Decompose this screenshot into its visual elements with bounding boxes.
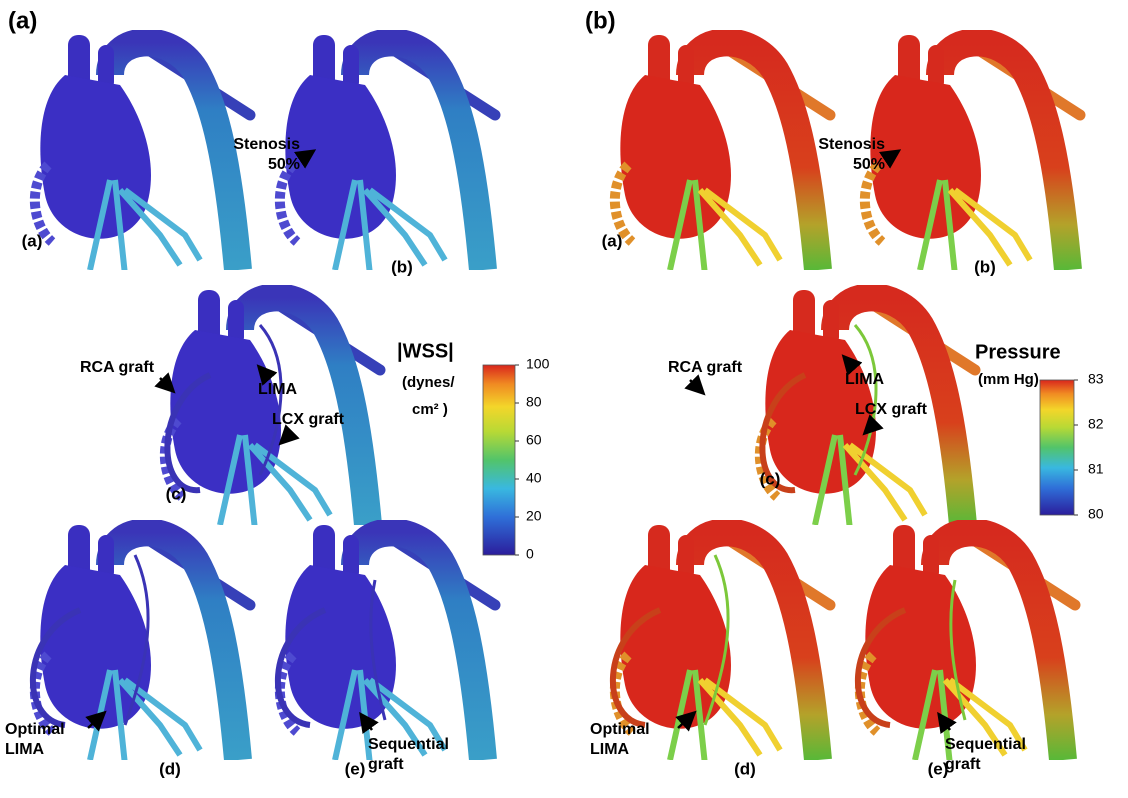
vessel-render: [280, 35, 495, 275]
render: [280, 35, 495, 275]
figure-panel: (b) (a) (b) (c) (d) (e) Stenosis 50% RCA graft LI…: [585, 7, 1104, 778]
render: [35, 35, 250, 275]
annotation: LIMA: [258, 381, 298, 398]
subpanel-label: (a): [22, 231, 43, 250]
subpanel-label: (c): [760, 469, 781, 488]
graft: [949, 579, 967, 721]
subpanel-label: (d): [159, 759, 181, 778]
panel-label: (b): [585, 7, 616, 34]
render: [278, 525, 495, 765]
subpanel-label: (d): [734, 759, 756, 778]
render: [760, 290, 975, 530]
render: [615, 35, 830, 275]
annotation: Optimal: [5, 721, 65, 738]
annotation: Sequential: [368, 736, 449, 753]
annotation: LCX graft: [855, 401, 928, 418]
panel-label: (a): [8, 7, 37, 34]
subpanel-label: (a): [602, 231, 623, 250]
annotation: 50%: [268, 156, 300, 173]
annotation: LIMA: [5, 741, 45, 758]
annotation: RCA graft: [80, 359, 155, 376]
annotation-arrow: [256, 364, 278, 386]
colorbar-unit: (mm Hg): [978, 371, 1039, 388]
subpanel-label: (c): [166, 484, 187, 503]
subpanel-label: (e): [345, 759, 366, 778]
annotation-arrow: [85, 710, 107, 732]
render: [165, 290, 380, 530]
annotation: Stenosis: [818, 136, 885, 153]
render: [858, 525, 1075, 765]
annotation: LIMA: [590, 741, 630, 758]
annotation-arrow: [878, 149, 902, 169]
annotation-arrow: [293, 149, 317, 169]
annotation: graft: [368, 756, 404, 773]
colorbar-tick-label: 82: [1088, 416, 1104, 432]
annotation-arrow: [862, 414, 884, 436]
vessel-render: [35, 525, 250, 765]
graft: [275, 607, 327, 728]
colorbar-tick-label: 100: [526, 356, 550, 372]
graft: [855, 607, 907, 728]
annotation-arrow: [937, 711, 957, 735]
graft: [369, 579, 387, 721]
annotation: graft: [945, 756, 981, 773]
render: [865, 35, 1080, 275]
figure-panel: (a) (a) (b) (c) (d) (e) Stenosis 50% RCA graft LI…: [5, 7, 550, 778]
colorbar: [1039, 379, 1075, 516]
graft: [610, 607, 662, 728]
colorbar-tick-label: 60: [526, 432, 542, 448]
figure-content: (a) (a) (b) (c) (d) (e) Stenosis 50% RCA graft LI…: [5, 7, 1104, 778]
subpanel-label: (b): [974, 257, 996, 276]
colorbar-title: |WSS|: [397, 340, 454, 362]
annotation: Stenosis: [233, 136, 300, 153]
render: [33, 525, 250, 765]
colorbar: [482, 364, 516, 556]
colorbar-title: Pressure: [975, 341, 1061, 363]
colorbar-tick-label: 40: [526, 470, 542, 486]
graft: [30, 607, 82, 728]
annotation-arrow: [675, 710, 697, 732]
subpanel-label: (b): [391, 257, 413, 276]
annotation: LIMA: [845, 371, 885, 388]
annotation: Optimal: [590, 721, 650, 738]
graft: [258, 324, 283, 476]
annotation: 50%: [853, 156, 885, 173]
vessel-render: [615, 35, 830, 275]
colorbar-unit: cm² ): [412, 401, 448, 418]
graft: [164, 372, 212, 494]
annotation-arrow: [359, 711, 379, 735]
vessel-render: [35, 35, 250, 275]
colorbar-tick-label: 0: [526, 546, 534, 562]
annotation-arrow: [841, 354, 863, 376]
graft: [759, 372, 807, 494]
annotation-arrow: [154, 372, 176, 394]
colorbar-tick-label: 81: [1088, 461, 1104, 477]
vessel-render: [280, 525, 495, 765]
vessel-render: [860, 525, 1075, 765]
colorbar-tick-label: 83: [1088, 371, 1104, 387]
annotation: RCA graft: [668, 359, 743, 376]
colorbar-tick-label: 80: [526, 394, 542, 410]
annotation: LCX graft: [272, 411, 345, 428]
annotation-arrow: [278, 424, 300, 446]
colorbar-tick-label: 80: [1088, 506, 1104, 522]
colorbar-tick-label: 20: [526, 508, 542, 524]
annotation-arrow: [684, 374, 706, 396]
graft: [703, 554, 730, 726]
graft: [853, 324, 878, 476]
vessel-render: [865, 35, 1080, 275]
subpanel-label: (e): [928, 759, 949, 778]
render: [613, 525, 830, 765]
vessel-render: [165, 290, 380, 530]
annotation: Sequential: [945, 736, 1026, 753]
graft: [123, 554, 150, 726]
colorbar-unit: (dynes/: [402, 374, 455, 391]
